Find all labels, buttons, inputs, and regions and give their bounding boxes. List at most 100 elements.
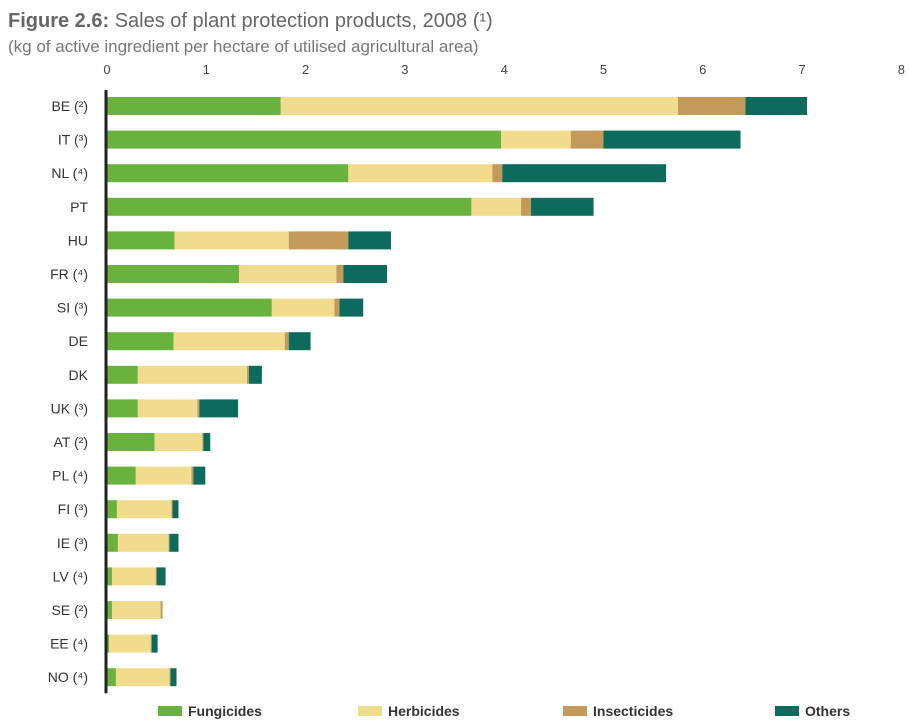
figure-title-text: Sales of plant protection products, 2008… xyxy=(114,10,493,32)
bar-segment-others xyxy=(203,433,211,451)
bar-segment-insecticides xyxy=(150,634,152,653)
bar-segment-fungicides xyxy=(107,500,117,519)
bar-segment-others xyxy=(169,533,179,552)
bar-segment-others xyxy=(288,332,311,351)
bar-segment-fungicides xyxy=(107,533,118,552)
bar-segment-herbicides xyxy=(117,533,169,552)
bar-segment-fungicides xyxy=(107,298,272,317)
bar-segment-insecticides xyxy=(197,399,200,418)
bar-segment-herbicides xyxy=(137,365,248,384)
bar-segment-others xyxy=(343,265,388,283)
bar-segment-herbicides xyxy=(111,567,156,586)
legend-label: Fungicides xyxy=(188,703,262,719)
bar-segment-insecticides xyxy=(168,533,170,552)
bar-segment-herbicides xyxy=(111,601,161,619)
x-tick-label: 5 xyxy=(600,62,607,77)
bar-segment-insecticides xyxy=(202,433,204,451)
x-axis-ticks: 0 1 2 3 4 5 6 7 8 xyxy=(103,62,905,77)
category-label: BE (²) xyxy=(51,98,88,114)
bar-segment-fungicides xyxy=(107,399,138,418)
legend-label: Herbicides xyxy=(388,703,460,719)
bar-segment-fungicides xyxy=(107,265,240,283)
bar-segment-fungicides xyxy=(107,668,116,687)
category-label: DK xyxy=(69,367,89,383)
bar-segment-others xyxy=(603,130,741,149)
bar-segment-others xyxy=(248,365,262,384)
bars xyxy=(107,97,808,687)
bar-segment-herbicides xyxy=(280,97,678,115)
bar-segment-insecticides xyxy=(284,332,289,351)
legend-swatch-fungicides xyxy=(158,706,182,716)
category-labels: BE (²) IT (³) NL (⁴) PT HU FR (⁴) SI (³) DE DK UK… xyxy=(48,98,89,685)
category-label: SE (²) xyxy=(51,602,88,618)
x-tick-label: 2 xyxy=(302,62,309,77)
bar-segment-herbicides xyxy=(137,399,198,418)
bar-segment-fungicides xyxy=(107,231,175,250)
bar-segment-insecticides xyxy=(247,365,249,384)
bar-segment-herbicides xyxy=(173,332,285,351)
bar-segment-herbicides xyxy=(239,265,337,283)
bar-segment-insecticides xyxy=(169,668,171,687)
x-tick-label: 4 xyxy=(501,62,508,77)
bar-segment-others xyxy=(339,298,364,317)
bar-segment-fungicides xyxy=(107,466,136,485)
legend-label: Insecticides xyxy=(593,703,673,719)
x-tick-label: 1 xyxy=(203,62,210,77)
bar-segment-fungicides xyxy=(107,433,155,451)
bar-segment-fungicides xyxy=(107,197,472,216)
category-label: NO (⁴) xyxy=(48,669,88,685)
category-label: DE xyxy=(69,333,88,349)
bar-segment-others xyxy=(199,399,239,418)
bar-segment-others xyxy=(170,668,177,687)
bar-segment-fungicides xyxy=(107,634,109,653)
x-tick-label: 6 xyxy=(699,62,706,77)
category-label: FI (³) xyxy=(58,501,88,517)
bar-segment-insecticides xyxy=(521,197,532,216)
legend-swatch-insecticides xyxy=(563,706,587,716)
bar-segment-insecticides xyxy=(191,466,194,485)
figure-label: Figure 2.6: xyxy=(8,10,110,32)
bar-segment-herbicides xyxy=(471,197,522,216)
category-label: FR (⁴) xyxy=(50,266,88,282)
bar-segment-others xyxy=(156,567,166,586)
legend: Fungicides Herbicides Insecticides Others xyxy=(158,703,850,719)
x-tick-label: 0 xyxy=(103,62,110,77)
bar-segment-others xyxy=(151,634,158,653)
bar-segment-fungicides xyxy=(107,365,138,384)
bar-segment-herbicides xyxy=(154,433,203,451)
bar-segment-insecticides xyxy=(677,97,746,115)
bar-segment-herbicides xyxy=(108,634,151,653)
category-label: HU xyxy=(68,232,88,248)
bar-segment-fungicides xyxy=(107,567,112,586)
bar-segment-fungicides xyxy=(107,130,502,149)
category-label: PL (⁴) xyxy=(52,468,88,484)
category-label: UK (³) xyxy=(51,400,88,416)
legend-swatch-herbicides xyxy=(358,706,382,716)
bar-segment-insecticides xyxy=(334,298,340,317)
bar-segment-fungicides xyxy=(107,97,281,115)
bar-segment-others xyxy=(502,164,667,183)
bar-segment-fungicides xyxy=(107,164,349,183)
bar-segment-others xyxy=(193,466,206,485)
bar-segment-fungicides xyxy=(107,601,112,619)
bar-segment-insecticides xyxy=(160,601,163,619)
legend-label: Others xyxy=(805,703,850,719)
bar-segment-insecticides xyxy=(570,130,604,149)
bar-segment-others xyxy=(348,231,391,250)
figure-subtitle: (kg of active ingredient per hectare of … xyxy=(8,37,479,56)
bar-segment-fungicides xyxy=(107,332,174,351)
bar-segment-herbicides xyxy=(116,500,172,519)
bar-segment-others xyxy=(745,97,808,115)
bar-segment-herbicides xyxy=(501,130,571,149)
bar-segment-insecticides xyxy=(155,567,157,586)
category-label: AT (²) xyxy=(54,434,88,450)
legend-swatch-others xyxy=(775,706,799,716)
x-tick-label: 3 xyxy=(401,62,408,77)
bar-segment-insecticides xyxy=(288,231,349,250)
bar-segment-herbicides xyxy=(115,668,170,687)
bar-segment-herbicides xyxy=(348,164,493,183)
x-tick-label: 7 xyxy=(798,62,805,77)
category-label: IT (³) xyxy=(58,132,88,148)
bar-segment-herbicides xyxy=(174,231,289,250)
